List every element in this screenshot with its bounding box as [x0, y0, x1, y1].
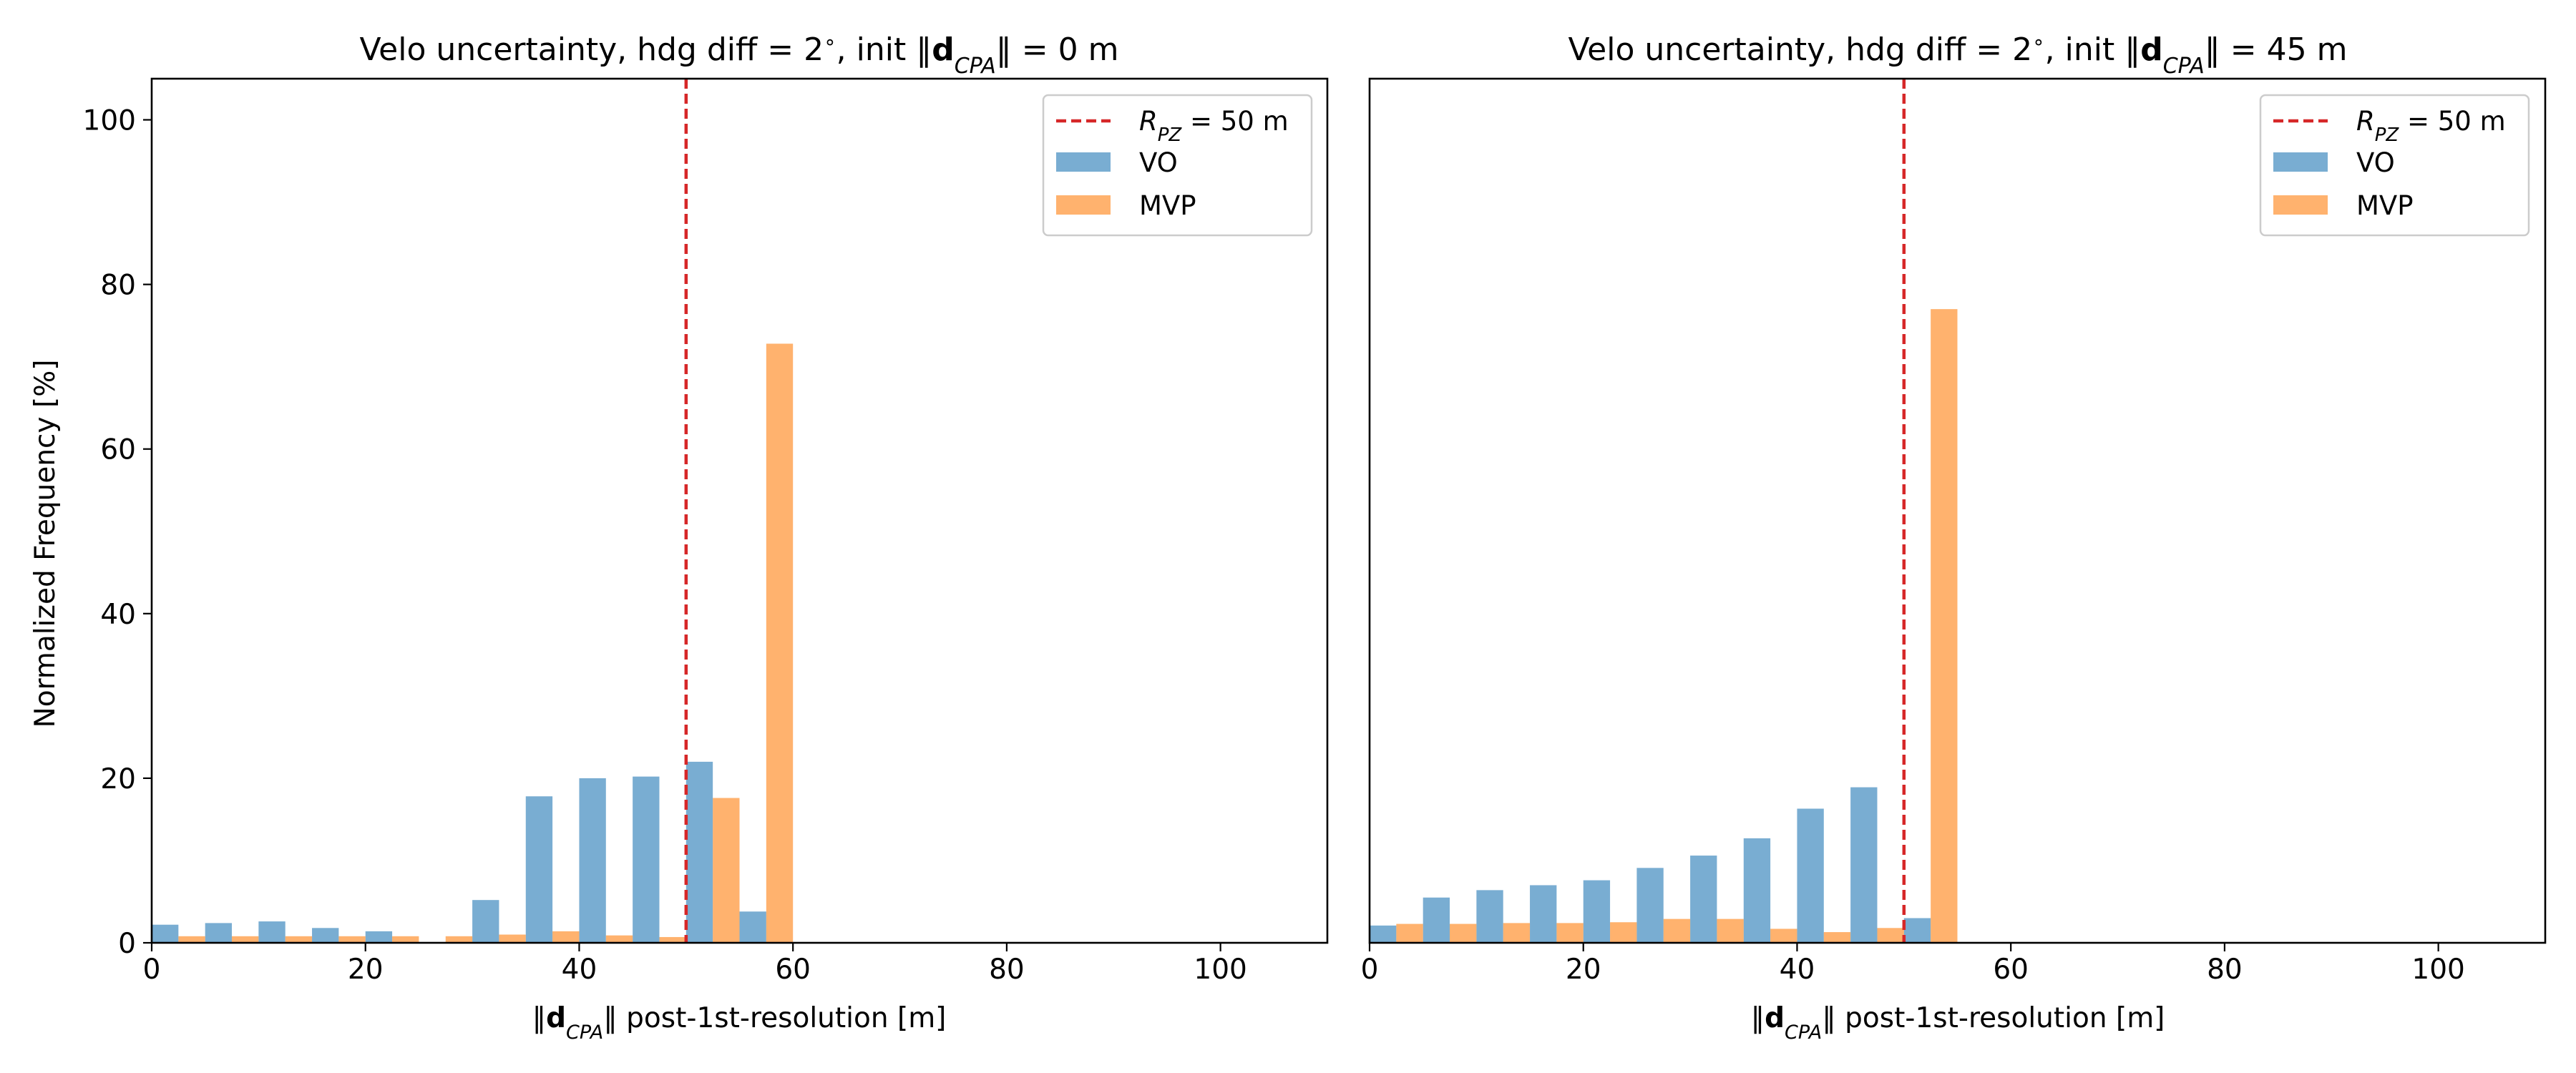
right-bar-vo-25 [1636, 868, 1664, 943]
left-legend-mvp-swatch [1056, 195, 1111, 215]
left-bar-mvp-30 [499, 934, 526, 943]
right-bar-vo-50 [1903, 918, 1931, 943]
right-chart-title: Velo uncertainty, hdg diff = 2∘, init ‖d… [1568, 30, 2348, 79]
right-x-axis-label: ‖dCPA‖ post-1st-resolution [m] [1751, 1002, 2165, 1044]
left-y-tick-label-20: 20 [100, 763, 136, 795]
right-x-tick-label-80: 80 [2207, 954, 2243, 986]
right-x-tick-label-20: 20 [1566, 954, 1601, 986]
right-bar-vo-20 [1583, 880, 1611, 943]
left-y-tick-label-80: 80 [100, 270, 136, 302]
right-bar-vo-45 [1850, 787, 1878, 943]
right-bar-vo-35 [1743, 838, 1771, 943]
left-bar-vo-30 [472, 900, 499, 943]
right-bar-mvp-30 [1717, 918, 1744, 943]
left-y-ticks: 0 20 40 60 80 100 [83, 105, 152, 960]
left-y-tick-label-0: 0 [118, 928, 136, 960]
right-bar-mvp-0 [1396, 923, 1423, 943]
left-bar-mvp-25 [445, 936, 473, 943]
right-bar-mvp-15 [1556, 923, 1584, 943]
left-chart-panel: Velo uncertainty, hdg diff = 2∘, init ‖d… [83, 30, 1329, 1044]
left-bar-mvp-35 [552, 931, 580, 943]
right-bar-vo-5 [1423, 897, 1450, 943]
right-bar-mvp-25 [1663, 918, 1691, 943]
left-legend-rpz-label: RPZ = 50 m [1139, 106, 1289, 146]
right-bar-vo-10 [1476, 890, 1503, 943]
left-bar-vo-5 [205, 923, 233, 943]
right-legend-mvp-swatch [2273, 195, 2328, 215]
left-x-tick-label-60: 60 [775, 954, 811, 986]
right-bar-mvp-50 [1931, 309, 1958, 944]
right-bar-mvp-40 [1823, 932, 1851, 943]
left-x-ticks: 0 20 40 60 80 100 [143, 943, 1247, 986]
right-legend-vo-label: VO [2356, 147, 2395, 178]
right-bar-vo-30 [1690, 856, 1717, 943]
left-bar-mvp-15 [338, 936, 366, 943]
right-x-tick-label-40: 40 [1780, 954, 1815, 986]
right-bar-mvp-10 [1503, 923, 1531, 943]
left-bar-mvp-10 [285, 936, 313, 943]
right-bars [1370, 309, 1958, 944]
right-bar-mvp-20 [1610, 922, 1637, 943]
y-axis-label: Normalized Frequency [%] [29, 360, 62, 728]
left-x-axis-label: ‖dCPA‖ post-1st-resolution [m] [532, 1002, 947, 1044]
left-bar-mvp-45 [659, 936, 686, 943]
right-legend-rpz-label: RPZ = 50 m [2356, 106, 2506, 146]
left-x-tick-label-80: 80 [989, 954, 1025, 986]
left-bar-mvp-55 [766, 343, 794, 943]
right-bar-vo-40 [1797, 808, 1824, 943]
right-legend-vo-swatch [2273, 152, 2328, 172]
right-x-tick-label-60: 60 [1993, 954, 2029, 986]
left-bar-mvp-5 [232, 936, 259, 943]
right-x-ticks: 0 20 40 60 80 100 [1361, 943, 2465, 986]
left-bar-mvp-0 [178, 936, 205, 943]
left-bar-mvp-50 [713, 798, 740, 943]
left-bars [152, 343, 794, 943]
left-bar-vo-10 [258, 921, 286, 943]
left-bar-vo-55 [739, 911, 766, 943]
left-legend-vo-swatch [1056, 152, 1111, 172]
right-bar-vo-15 [1530, 885, 1557, 943]
right-legend: RPZ = 50 m VO MVP [2259, 94, 2530, 237]
left-bar-vo-40 [579, 778, 606, 943]
right-bar-mvp-45 [1877, 928, 1904, 943]
left-legend: RPZ = 50 m VO MVP [1042, 94, 1313, 237]
left-bar-mvp-40 [605, 935, 633, 943]
right-bar-vo-0 [1370, 925, 1397, 943]
right-x-tick-label-100: 100 [2411, 954, 2464, 986]
right-plot-frame [1368, 77, 2547, 944]
left-bar-vo-20 [365, 931, 393, 943]
left-bar-vo-45 [633, 776, 660, 943]
left-bar-vo-15 [312, 928, 339, 943]
right-chart-panel: Velo uncertainty, hdg diff = 2∘, init ‖d… [1361, 30, 2547, 1044]
left-bar-vo-50 [686, 761, 713, 943]
right-legend-mvp-label: MVP [2356, 190, 2414, 221]
right-bar-mvp-35 [1770, 929, 1797, 943]
left-bar-vo-0 [152, 924, 179, 943]
left-legend-vo-label: VO [1139, 147, 1178, 178]
left-x-tick-label-100: 100 [1194, 954, 1246, 986]
left-y-tick-label-40: 40 [100, 599, 136, 631]
left-y-tick-label-60: 60 [100, 434, 136, 466]
left-x-tick-label-40: 40 [562, 954, 597, 986]
right-bar-mvp-5 [1450, 923, 1477, 943]
left-x-tick-label-20: 20 [348, 954, 384, 986]
left-plot-frame [150, 77, 1329, 944]
left-x-tick-label-0: 0 [143, 954, 161, 986]
left-chart-title: Velo uncertainty, hdg diff = 2∘, init ‖d… [360, 30, 1119, 79]
left-legend-mvp-label: MVP [1139, 190, 1196, 221]
left-bar-vo-35 [525, 796, 553, 943]
left-bar-mvp-20 [392, 936, 419, 943]
right-x-tick-label-0: 0 [1361, 954, 1379, 986]
left-y-tick-label-100: 100 [83, 105, 136, 137]
